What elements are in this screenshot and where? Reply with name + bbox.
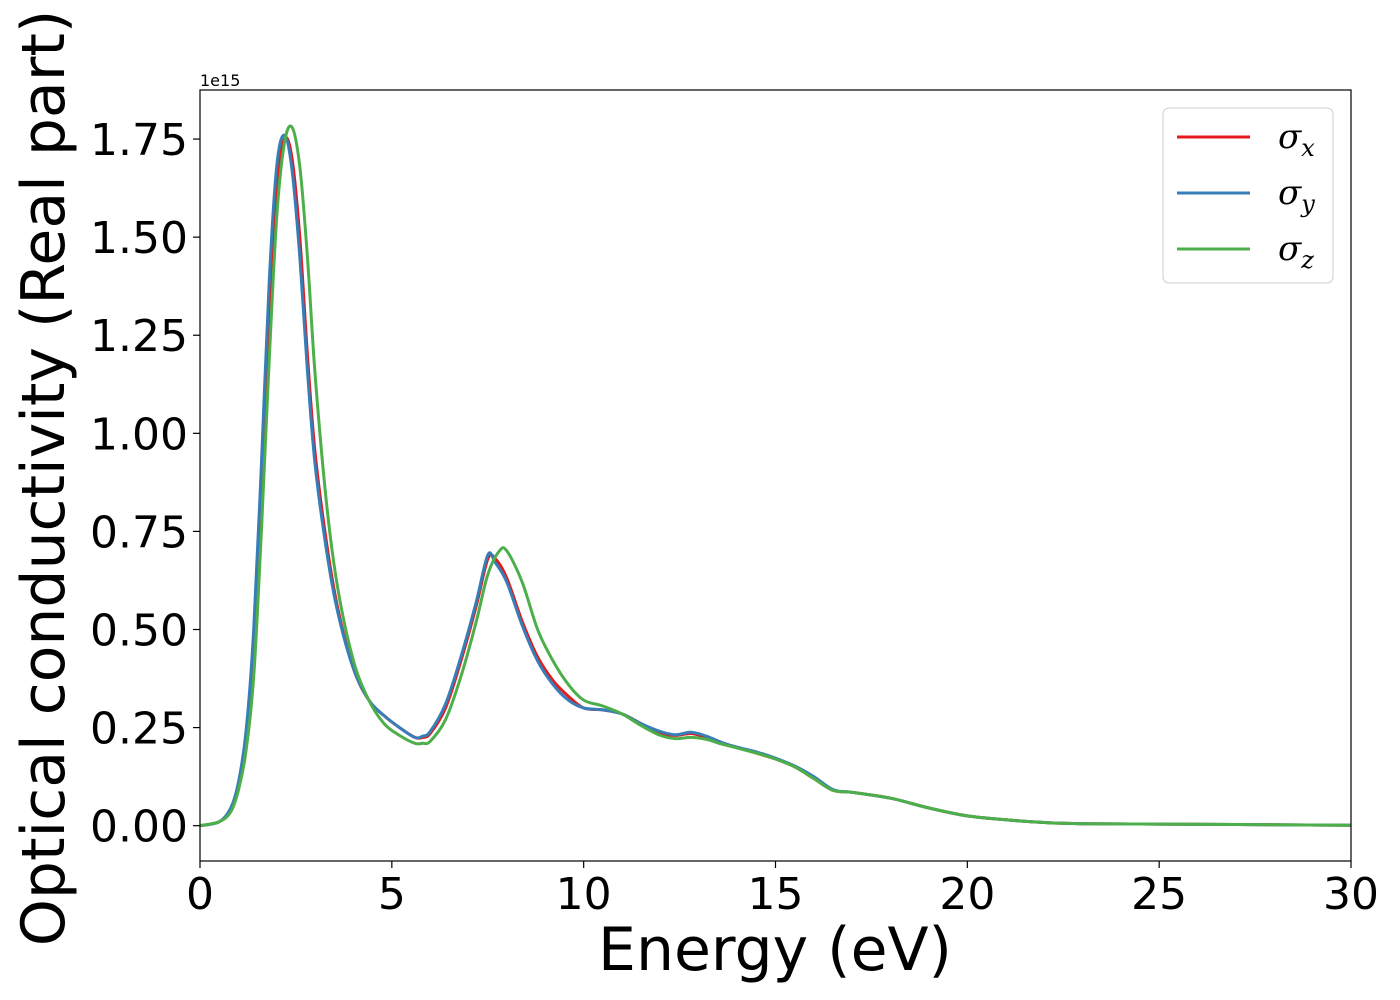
- series-line-z: [199, 124, 1352, 828]
- y-tick-label: 1.25: [90, 311, 188, 362]
- x-axis: 0 5 10 15 20 25 30: [186, 861, 1379, 920]
- y-tick-label: 0.50: [90, 606, 188, 657]
- series-layer: [199, 124, 1352, 828]
- y-tick-label: 1.00: [90, 409, 188, 460]
- y-tick-label: 0.00: [90, 802, 188, 853]
- legend-box: [1162, 107, 1334, 284]
- x-tick-label: 20: [939, 869, 995, 920]
- x-tick-label: 30: [1323, 869, 1379, 920]
- y-axis: 0.00 0.25 0.50 0.75 1.00 1.25 1.50 1.75: [90, 115, 200, 853]
- y-axis-title: Optical conductivity (Real part): [9, 10, 79, 947]
- x-tick-label: 15: [748, 869, 804, 920]
- y-tick-label: 0.25: [90, 704, 188, 755]
- x-tick-label: 0: [186, 869, 214, 920]
- y-offset-label: 1e15: [200, 71, 240, 90]
- x-axis-title: Energy (eV): [598, 915, 952, 985]
- y-tick-label: 0.75: [90, 507, 188, 558]
- x-tick-label: 5: [378, 869, 406, 920]
- x-tick-label: 25: [1131, 869, 1187, 920]
- y-tick-label: 1.75: [90, 115, 188, 166]
- x-tick-label: 10: [556, 869, 612, 920]
- y-tick-label: 1.50: [90, 213, 188, 264]
